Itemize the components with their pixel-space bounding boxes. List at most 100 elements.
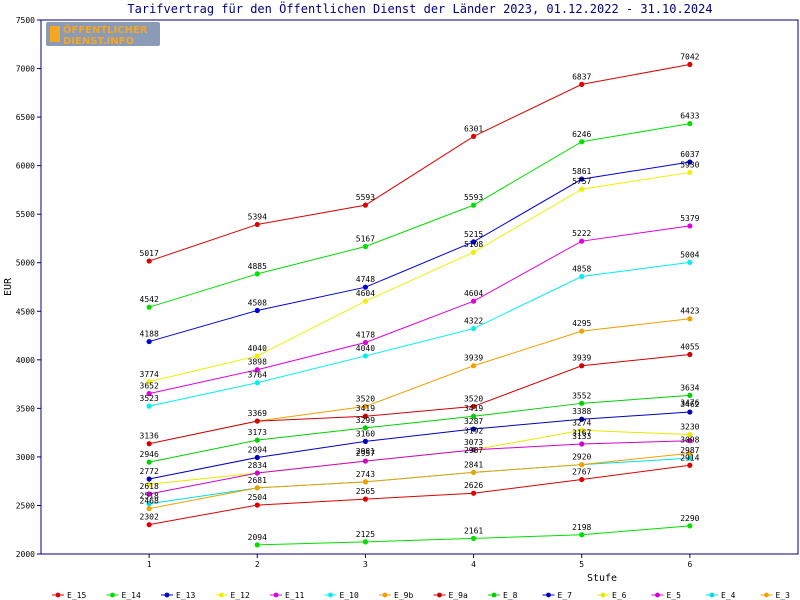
x-tick-label: 2	[255, 560, 260, 569]
data-label: 4055	[680, 342, 699, 351]
data-point	[254, 221, 260, 228]
data-label: 2914	[680, 453, 699, 462]
legend-label: E_3	[776, 591, 791, 600]
data-label: 2946	[140, 450, 159, 459]
legend-label: E_13	[176, 591, 195, 600]
chart-title: Tarifvertrag für den Öffentlichen Dienst…	[127, 0, 712, 16]
data-point	[470, 535, 477, 541]
data-point	[362, 403, 369, 410]
data-label: 3419	[464, 404, 483, 413]
data-label: 3192	[464, 426, 483, 435]
legend-label: E_6	[612, 591, 627, 600]
data-label: 3774	[140, 370, 159, 379]
data-point	[687, 61, 693, 68]
data-label: 5215	[464, 230, 483, 239]
series-line-e-15	[148, 63, 690, 262]
legend-label: E_14	[122, 591, 141, 600]
data-label: 3419	[356, 404, 375, 413]
data-point	[470, 239, 477, 245]
data-point	[687, 455, 693, 461]
data-label: 4423	[680, 307, 699, 316]
legend-marker	[273, 592, 279, 598]
x-tick-label: 1	[147, 560, 152, 569]
data-label: 2618	[140, 482, 159, 491]
data-label: 3764	[248, 371, 267, 380]
data-label: 3287	[464, 417, 483, 426]
legend-marker	[546, 592, 551, 598]
data-point	[146, 391, 152, 397]
data-label: 2681	[248, 476, 267, 485]
data-label: 4040	[356, 344, 375, 353]
data-label: 3230	[680, 423, 699, 432]
data-point	[687, 120, 693, 127]
logo-line-2: DIENST.INFO	[63, 36, 134, 47]
data-point	[146, 338, 152, 345]
data-label: 5757	[572, 177, 591, 186]
data-label: 2504	[248, 493, 267, 502]
legend-marker	[110, 592, 115, 598]
data-point	[470, 325, 477, 332]
data-point	[470, 447, 477, 453]
data-label: 3098	[680, 435, 699, 444]
data-label: 4604	[356, 289, 375, 298]
data-point	[579, 400, 585, 406]
data-label: 4885	[248, 262, 267, 271]
data-point	[146, 491, 152, 497]
data-label: 3133	[572, 432, 591, 441]
data-label: 2987	[680, 446, 699, 455]
data-label: 3160	[356, 429, 375, 438]
data-point	[579, 238, 585, 244]
data-point	[254, 437, 260, 443]
series-line-e-12	[149, 171, 690, 383]
data-label: 3167	[572, 429, 591, 438]
data-point	[254, 307, 260, 314]
data-label: 5017	[140, 249, 159, 258]
data-point	[254, 418, 260, 424]
x-tick-label: 4	[471, 560, 476, 569]
data-point	[146, 403, 152, 409]
data-label: 2772	[140, 467, 159, 476]
data-label: 4040	[248, 344, 267, 353]
data-point	[254, 542, 260, 548]
legend-marker	[55, 592, 61, 598]
data-label: 2198	[572, 523, 591, 532]
data-label: 5167	[356, 235, 375, 244]
data-point	[470, 249, 477, 255]
data-point	[470, 202, 477, 208]
data-point	[146, 481, 152, 487]
data-label: 2125	[356, 530, 375, 539]
data-point	[362, 298, 369, 304]
plot-frame	[40, 19, 799, 555]
y-tick-label: 6500	[16, 113, 35, 122]
data-point	[579, 81, 585, 87]
x-axis-label: Stufe	[587, 573, 617, 584]
legend-label: E_11	[285, 591, 304, 600]
y-tick-label: 3000	[16, 453, 35, 462]
data-point	[254, 271, 260, 277]
data-label: 2626	[464, 481, 483, 490]
data-label: 4542	[140, 295, 159, 304]
data-label: 6246	[572, 130, 591, 139]
data-point	[470, 426, 477, 432]
data-point	[470, 363, 477, 369]
data-label: 3299	[356, 416, 375, 425]
data-point	[687, 351, 693, 358]
legend-marker	[382, 592, 388, 598]
data-label: 2994	[248, 445, 267, 454]
data-label: 2518	[140, 492, 159, 501]
legend-marker	[709, 592, 715, 598]
y-tick-label: 7500	[16, 16, 35, 25]
series-line-e-9a	[149, 353, 690, 445]
data-label: 4295	[572, 319, 591, 328]
series-line-e-4	[149, 457, 690, 505]
data-point	[362, 425, 369, 431]
data-point	[687, 169, 693, 176]
data-point	[146, 505, 152, 512]
data-point	[470, 469, 477, 475]
legend-label: E_15	[67, 591, 86, 600]
data-point	[362, 339, 369, 346]
data-label: 4508	[248, 298, 267, 307]
data-point	[470, 133, 477, 140]
legend-label: E_12	[231, 591, 250, 600]
